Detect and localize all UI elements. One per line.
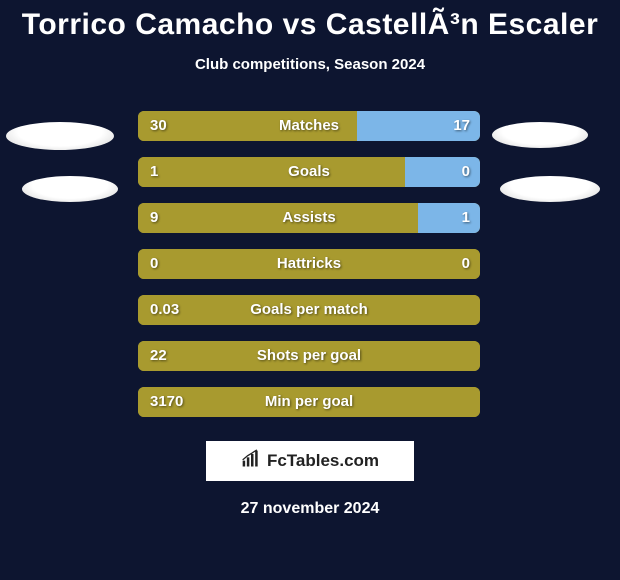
date-label: 27 november 2024 — [0, 500, 620, 518]
subtitle: Club competitions, Season 2024 — [0, 56, 620, 73]
stat-row: 91Assists — [0, 203, 620, 233]
team-crest-placeholder — [500, 176, 600, 202]
stat-label: Matches — [138, 111, 480, 141]
stat-label: Min per goal — [138, 387, 480, 417]
team-crest-placeholder — [6, 122, 114, 150]
stat-label: Assists — [138, 203, 480, 233]
fctables-badge[interactable]: FcTables.com — [206, 441, 414, 481]
badge-text: FcTables.com — [267, 451, 379, 471]
page-title: Torrico Camacho vs CastellÃ³n Escaler — [0, 0, 620, 42]
stat-label: Hattricks — [138, 249, 480, 279]
stat-row: 22Shots per goal — [0, 341, 620, 371]
comparison-chart: 3017Matches10Goals91Assists00Hattricks0.… — [0, 111, 620, 417]
team-crest-placeholder — [22, 176, 118, 202]
stat-label: Shots per goal — [138, 341, 480, 371]
stat-label: Goals — [138, 157, 480, 187]
stat-row: 3170Min per goal — [0, 387, 620, 417]
stat-label: Goals per match — [138, 295, 480, 325]
stat-row: 0.03Goals per match — [0, 295, 620, 325]
chart-icon — [241, 449, 261, 474]
team-crest-placeholder — [492, 122, 588, 148]
stat-row: 00Hattricks — [0, 249, 620, 279]
